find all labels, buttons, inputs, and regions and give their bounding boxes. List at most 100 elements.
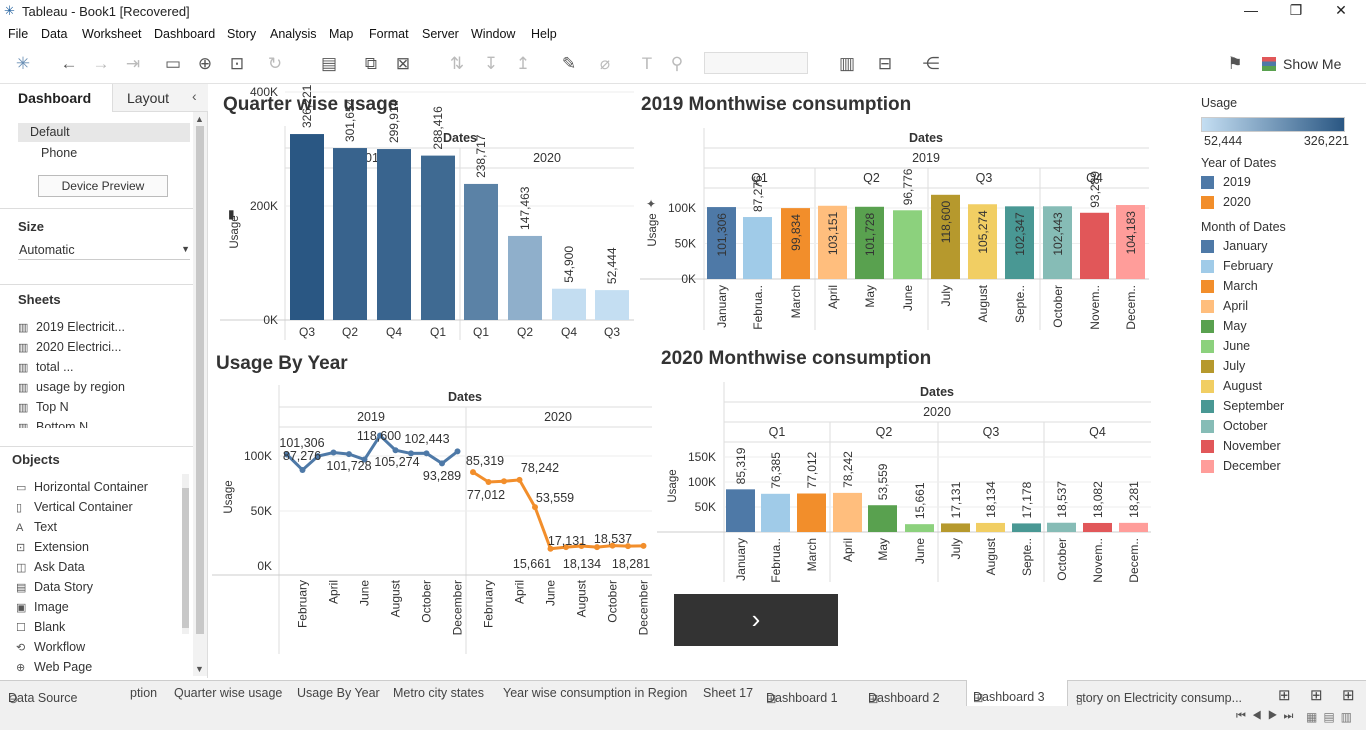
line-point[interactable] [563, 544, 569, 551]
bar-mark[interactable] [508, 235, 542, 320]
scroll-down-icon[interactable]: ▼ [195, 664, 204, 674]
line-point[interactable] [501, 478, 507, 485]
duplicate-sheet-icon[interactable]: ⧉ [364, 54, 378, 73]
legend-item[interactable]: 2020 [1201, 192, 1361, 212]
bar-mark[interactable] [743, 217, 772, 279]
sheet-item[interactable]: ▥ Top N [18, 400, 69, 414]
legend-item[interactable]: January [1201, 236, 1361, 256]
bar-mark[interactable] [552, 288, 586, 320]
bar-mark[interactable] [1005, 206, 1034, 279]
format-paint-icon[interactable]: ⚑ [1227, 54, 1243, 73]
legend-item[interactable]: April [1201, 296, 1361, 316]
share-icon[interactable]: ⋲ [922, 54, 940, 73]
menu-worksheet[interactable]: Worksheet [82, 27, 142, 41]
tab-year-wise-consumption[interactable]: Year wise consumption in Region [503, 686, 688, 700]
device-preview-button[interactable]: Device Preview [38, 175, 168, 197]
object-blank[interactable]: ☐ Blank [16, 620, 66, 634]
bar-mark[interactable] [905, 524, 934, 532]
bar-mark[interactable] [818, 205, 847, 279]
bar-mark[interactable] [1116, 205, 1145, 279]
line-point[interactable] [439, 460, 445, 467]
bar-mark[interactable] [333, 148, 367, 320]
bar-mark[interactable] [781, 208, 810, 279]
bar-mark[interactable] [1083, 522, 1112, 532]
object-data-story[interactable]: ▤ Data Story [16, 580, 94, 594]
line-point[interactable] [547, 545, 554, 552]
object-web-page[interactable]: ⊕ Web Page [16, 660, 93, 674]
highlight-icon[interactable]: ✎ [561, 54, 577, 73]
line-point[interactable] [454, 448, 461, 455]
line-point[interactable] [392, 447, 399, 454]
side-pane-scrollbar[interactable]: ▲ ▼ [193, 112, 207, 676]
scroll-up-icon[interactable]: ▲ [195, 114, 204, 124]
legend-item[interactable]: October [1201, 416, 1361, 436]
fit-dropdown[interactable] [704, 52, 808, 74]
bar-mark[interactable] [855, 206, 884, 279]
object-workflow[interactable]: ⟲ Workflow [16, 640, 86, 654]
group-icon[interactable]: ⌀ [599, 54, 611, 73]
sort-ascending-icon[interactable]: ↧ [483, 54, 499, 73]
new-data-source-icon[interactable]: ⊕ [197, 54, 213, 73]
menu-window[interactable]: Window [471, 27, 516, 41]
minimize-icon[interactable]: — [1244, 2, 1258, 18]
device-phone[interactable]: Phone [41, 146, 78, 160]
scroll-thumb[interactable] [196, 126, 204, 634]
menu-file[interactable]: File [8, 27, 29, 41]
presentation-mode-icon[interactable]: ⊟ [877, 54, 893, 73]
bar-mark[interactable] [377, 149, 411, 320]
next-button[interactable]: › [674, 594, 838, 646]
legend-item[interactable]: August [1201, 376, 1361, 396]
show-cards-icon[interactable]: ▥ [838, 54, 856, 73]
object-image[interactable]: ▣ Image [16, 600, 69, 614]
refresh-icon[interactable]: ↻ [267, 54, 283, 73]
size-dropdown[interactable]: Automatic ▼ [18, 240, 190, 260]
device-default[interactable]: Default [18, 123, 190, 142]
legend-item[interactable]: September [1201, 396, 1361, 416]
tab-partial[interactable]: ption [130, 686, 158, 700]
line-point[interactable] [625, 543, 631, 550]
bar-mark[interactable] [761, 493, 790, 532]
legend-item[interactable]: November [1201, 436, 1361, 456]
menu-story[interactable]: Story [227, 27, 257, 41]
tab-metro-city-states[interactable]: Metro city states [393, 686, 484, 700]
object-text[interactable]: A Text [16, 520, 57, 534]
bar-mark[interactable] [968, 204, 997, 279]
clear-sheet-icon[interactable]: ⊠ [395, 54, 411, 73]
tab-layout[interactable]: Layout [112, 84, 208, 112]
object-horizontal-container[interactable]: ▭ Horizontal Container [16, 480, 148, 494]
tab-dashboard[interactable]: Dashboard [0, 84, 112, 112]
tableau-home-icon[interactable]: ✳ [15, 54, 31, 73]
line-point[interactable] [299, 466, 306, 473]
tab-dashboard-3-active[interactable]: ⊞ Dashboard 3 [966, 680, 1068, 707]
replay-icon[interactable]: ⇥ [125, 54, 141, 73]
line-point[interactable] [361, 456, 368, 463]
legend-item[interactable]: March [1201, 276, 1361, 296]
legend-item[interactable]: December [1201, 456, 1361, 476]
line-point[interactable] [532, 504, 538, 511]
menu-map[interactable]: Map [329, 27, 354, 41]
line-point[interactable] [284, 451, 290, 458]
sheet-item[interactable]: ▥ Bottom N [18, 420, 190, 428]
legend-item[interactable]: July [1201, 356, 1361, 376]
pause-updates-icon[interactable]: ⊡ [229, 54, 245, 73]
collapse-pane-icon[interactable]: ‹ [192, 88, 197, 104]
menu-server[interactable]: Server [422, 27, 459, 41]
bar-mark[interactable] [976, 522, 1005, 532]
undo-icon[interactable]: ← [60, 54, 78, 73]
bar-mark[interactable] [941, 523, 970, 532]
line-point[interactable] [330, 449, 337, 456]
bar-mark[interactable] [421, 155, 455, 320]
legend-item[interactable]: 2019 [1201, 172, 1361, 192]
line-point[interactable] [578, 543, 585, 550]
bar-mark[interactable] [1080, 212, 1109, 279]
bar-mark[interactable] [726, 489, 755, 532]
line-point[interactable] [423, 450, 430, 457]
sheet-item[interactable]: ▥ usage by region [18, 380, 125, 394]
legend-item[interactable]: June [1201, 336, 1361, 356]
menu-format[interactable]: Format [369, 27, 409, 41]
line-point[interactable] [640, 542, 647, 549]
tab-sheet-17[interactable]: Sheet 17 [703, 686, 754, 700]
new-worksheet-icon[interactable]: ▤ [320, 54, 338, 73]
line-point[interactable] [470, 469, 476, 476]
bar-mark[interactable] [707, 207, 736, 279]
